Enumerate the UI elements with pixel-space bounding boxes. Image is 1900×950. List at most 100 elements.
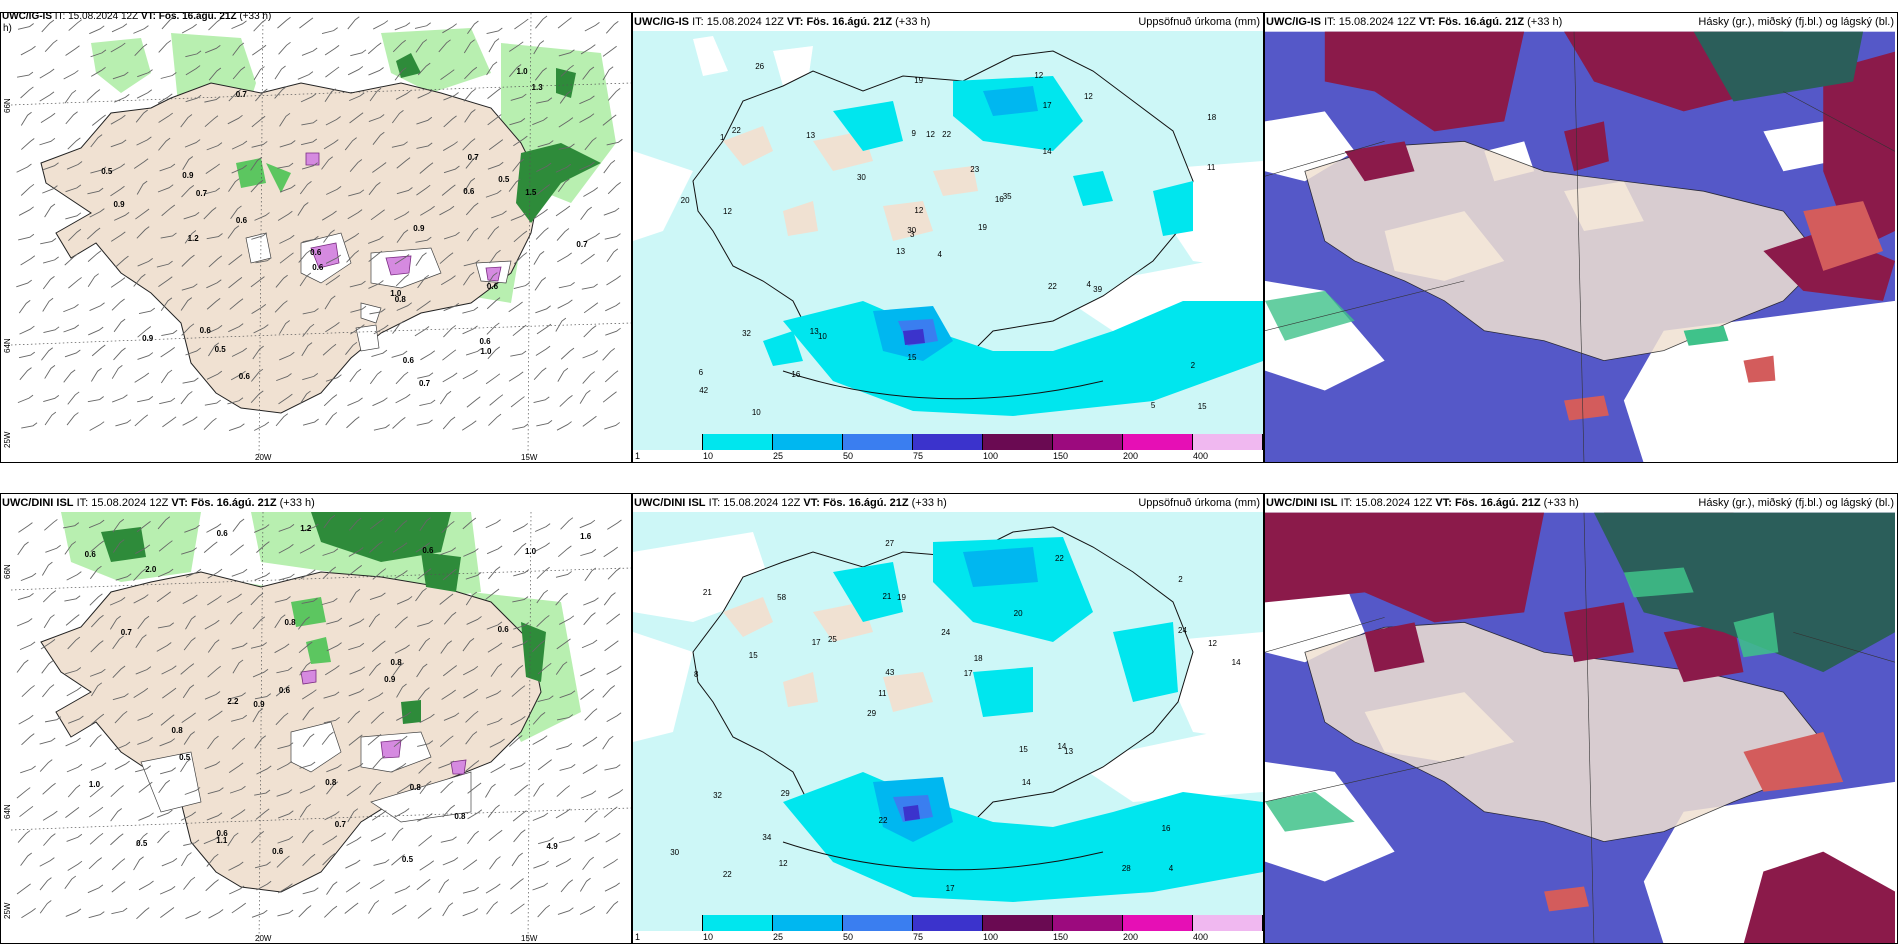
wind-barb	[603, 160, 616, 174]
wind-barb	[532, 639, 546, 653]
wind-barb	[392, 662, 405, 676]
map-value-label: 0.6	[238, 372, 250, 382]
wind-barb	[487, 114, 502, 126]
model-name: UWC/DINI ISL	[2, 497, 74, 509]
it-value: 15.08.2024 12Z	[91, 497, 169, 509]
wind-barb	[370, 711, 385, 724]
wind-barb	[21, 422, 38, 429]
wind-barb	[510, 396, 525, 408]
wind-barb	[322, 548, 339, 556]
wind-barb	[44, 203, 56, 218]
wind-barb	[486, 27, 503, 35]
colorbar-swatch	[633, 434, 703, 450]
it-value: 15.08.2024 12Z	[1355, 497, 1433, 509]
map-value-label: 22	[731, 125, 741, 135]
wind-barb	[17, 23, 34, 30]
wind-barb	[439, 205, 455, 216]
wind-barb	[299, 785, 316, 794]
wind-barb	[66, 763, 83, 773]
wind-barb	[156, 591, 172, 603]
wind-barb	[278, 393, 293, 405]
wind-barb	[62, 522, 80, 529]
map-value-label: 1.0	[390, 288, 402, 298]
wind-barb	[111, 365, 123, 379]
wind-barb	[606, 275, 621, 286]
wind-barb	[420, 350, 436, 361]
wind-barb	[185, 65, 201, 76]
wind-barb	[228, 423, 245, 432]
wind-barb	[536, 589, 549, 604]
wind-barb	[251, 830, 265, 844]
wind-barb	[395, 90, 411, 100]
wind-barb	[184, 787, 201, 795]
wind-barb	[228, 89, 242, 102]
wind-barb	[349, 517, 362, 531]
wind-barb	[417, 372, 434, 379]
wind-barb	[508, 371, 524, 382]
map-value-label: 13	[806, 130, 816, 140]
wind-barb	[322, 835, 338, 846]
wind-barb	[513, 135, 528, 147]
wind-barb	[443, 92, 459, 101]
wind-barb	[326, 186, 342, 195]
wind-barb	[185, 615, 196, 630]
wind-barb	[203, 417, 217, 431]
wind-barb	[583, 597, 599, 606]
wind-barb	[230, 809, 246, 820]
wind-barb	[485, 519, 501, 529]
wind-barb	[16, 659, 29, 673]
wind-barb	[580, 253, 595, 265]
wind-barb	[254, 421, 270, 431]
wind-barb	[487, 346, 501, 360]
map-value-label: 22	[1047, 282, 1057, 292]
wind-barb	[344, 137, 357, 151]
wind-barb	[440, 640, 453, 654]
wind-barb	[348, 642, 365, 651]
wind-barb	[417, 907, 432, 919]
wind-barb	[133, 158, 149, 169]
wind-barb	[183, 839, 200, 846]
wind-barb	[181, 23, 197, 34]
wind-barb	[324, 295, 336, 310]
wind-barb	[368, 250, 383, 262]
wind-barb	[138, 812, 154, 821]
map-value-label: 0.7	[235, 90, 247, 100]
wind-barb	[442, 804, 456, 818]
wind-barb	[133, 273, 146, 287]
wind-barb	[279, 112, 291, 127]
wind-barb	[536, 97, 553, 104]
map-value-label: 17	[1042, 101, 1052, 111]
wind-barb	[42, 810, 58, 821]
wind-barb	[372, 755, 385, 769]
wind-barb	[160, 72, 177, 79]
wind-barb	[418, 637, 431, 652]
wind-barb	[607, 88, 621, 101]
panel-header: UWC/IG-IS IT: 15.08.2024 12Z VT: Fös. 16…	[1265, 13, 1897, 31]
wind-barb	[182, 416, 198, 426]
wind-barb	[275, 274, 288, 288]
wind-barb	[369, 518, 384, 530]
wind-barb	[467, 830, 479, 845]
wind-barb	[91, 682, 103, 697]
panel-title: Uppsöfnuð úrkoma (mm)	[1138, 497, 1260, 509]
map-value-label: 14	[1231, 658, 1241, 668]
colorbar-label: 150	[1053, 932, 1069, 942]
wind-barb	[228, 861, 244, 871]
wind-barb	[485, 189, 502, 198]
wind-barb	[208, 909, 224, 919]
wind-barb	[487, 642, 503, 653]
wind-barb	[230, 370, 246, 381]
wind-barb	[323, 394, 338, 407]
wind-barb	[417, 89, 433, 99]
wind-barb	[66, 412, 79, 426]
wind-barb	[394, 211, 410, 221]
wind-barb	[136, 521, 151, 533]
colorbar-label: 100	[983, 932, 999, 942]
wind-barb	[109, 615, 121, 630]
wind-barb	[323, 716, 340, 724]
wind-barb	[89, 832, 104, 845]
wind-barb	[228, 762, 244, 773]
wind-barb	[160, 347, 175, 358]
model-name: UWC/IG-IS	[1266, 16, 1321, 28]
map-value-label: 0.6	[278, 685, 291, 695]
